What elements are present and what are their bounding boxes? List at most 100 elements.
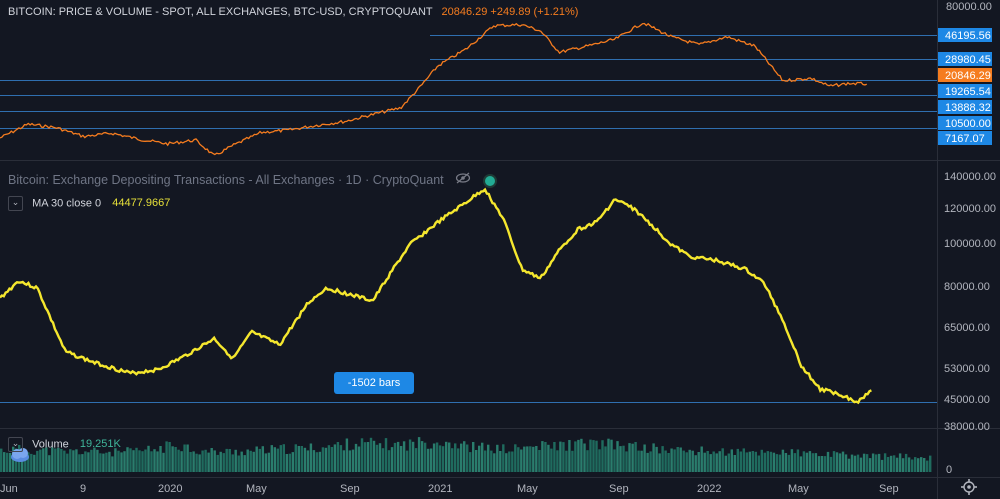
volume-bar (829, 456, 833, 472)
price-legend-title: BITCOIN: PRICE & VOLUME - SPOT, ALL EXCH… (8, 6, 433, 18)
volume-bar (288, 453, 292, 472)
volume-bar (93, 447, 96, 472)
chevron-down-icon[interactable]: ⌄ (8, 196, 23, 211)
volume-bar (108, 451, 111, 472)
volume-bar (808, 451, 812, 472)
volume-bar (523, 446, 526, 472)
ma-legend-value: 44477.9667 (112, 197, 171, 210)
volume-bar (520, 449, 523, 472)
volume-bar (661, 446, 664, 472)
indicator-axis-tick: 65000.00 (944, 322, 990, 334)
volume-bar (144, 449, 147, 472)
volume-bar (294, 444, 298, 472)
volume-bar (715, 453, 718, 472)
volume-bar (739, 451, 743, 472)
time-axis-label: May (788, 483, 809, 495)
volume-bar (499, 451, 502, 472)
gear-icon[interactable] (961, 479, 977, 495)
volume-bar (859, 457, 863, 472)
ma-legend[interactable]: ⌄ MA 30 close 0 44477.9667 (8, 196, 170, 211)
volume-bar (408, 439, 412, 472)
volume-bar (757, 455, 761, 472)
volume-bar (917, 458, 920, 472)
volume-bar (153, 449, 156, 472)
volume-bar (348, 450, 352, 472)
volume-bar (796, 449, 800, 472)
volume-bar (481, 442, 484, 472)
volume-bar (141, 451, 144, 472)
volume-bar (21, 451, 24, 472)
volume-bar (81, 454, 84, 472)
volume-bar (517, 447, 520, 472)
volume-bar (463, 441, 466, 472)
volume-bar (39, 449, 42, 472)
volume-bar (883, 453, 887, 472)
volume-bar (721, 448, 724, 472)
price-series-line (0, 22, 867, 156)
volume-bar (580, 438, 583, 472)
volume-bar (625, 451, 628, 472)
volume-bar (607, 438, 610, 472)
volume-bar (429, 448, 433, 472)
price-legend[interactable]: BITCOIN: PRICE & VOLUME - SPOT, ALL EXCH… (8, 6, 578, 18)
volume-bar (712, 451, 715, 472)
volume-bar (586, 450, 589, 472)
volume-bar (920, 457, 923, 472)
volume-bar (129, 448, 132, 472)
volume-bar (306, 450, 310, 472)
volume-bar (99, 453, 102, 472)
indicator-axis-tick: 100000.00 (944, 238, 996, 250)
volume-bar (336, 442, 340, 472)
volume-bar (441, 446, 445, 472)
volume-bar (847, 458, 851, 472)
volume-bar (372, 440, 376, 472)
volume-bar (195, 453, 198, 472)
volume-bar (177, 449, 180, 472)
volume-legend[interactable]: ⌄ Volume 19.251K (8, 437, 121, 452)
horizontal-levels[interactable] (0, 35, 937, 129)
volume-bar (646, 452, 649, 472)
volume-bar (339, 445, 343, 472)
volume-bar (351, 449, 355, 472)
volume-bar (652, 443, 655, 472)
volume-bar (231, 454, 234, 472)
volume-bar (547, 444, 550, 472)
volume-bar (78, 454, 81, 472)
volume-bar (96, 449, 99, 472)
volume-bar (622, 445, 625, 472)
bars-count-badge[interactable]: -1502 bars (334, 372, 414, 394)
chevron-down-icon[interactable]: ⌄ (8, 437, 23, 452)
volume-bar (300, 446, 304, 472)
volume-bar (667, 453, 670, 472)
indicator-legend[interactable]: Bitcoin: Exchange Depositing Transaction… (8, 172, 495, 187)
volume-bar (559, 441, 562, 472)
volume-bar (75, 449, 78, 472)
volume-legend-label: Volume (32, 438, 69, 451)
volume-bar (484, 450, 487, 472)
volume-bar (267, 452, 271, 472)
time-axis-label: Sep (340, 483, 360, 495)
volume-bar (451, 448, 454, 472)
svg-text:28980.45: 28980.45 (945, 54, 991, 66)
volume-bar (210, 448, 213, 472)
volume-bar (219, 451, 222, 472)
volume-bar (180, 451, 183, 472)
indicator-axis-tick: 53000.00 (944, 363, 990, 375)
volume-bar (511, 451, 514, 472)
level-label: 13888.32 (938, 100, 992, 114)
time-axis-label: May (246, 483, 267, 495)
volume-bar (532, 446, 535, 472)
volume-bar (583, 443, 586, 472)
time-axis-label: Sep (609, 483, 629, 495)
eye-off-icon[interactable] (455, 172, 471, 187)
time-axis-label: 2022 (697, 483, 721, 495)
volume-bar (312, 450, 316, 472)
volume-bar (105, 452, 108, 472)
volume-bar (772, 452, 776, 472)
volume-bar (853, 455, 857, 472)
volume-bar (700, 446, 703, 472)
volume-bar (378, 443, 382, 472)
volume-bar (826, 451, 830, 472)
volume-bar (270, 445, 274, 472)
